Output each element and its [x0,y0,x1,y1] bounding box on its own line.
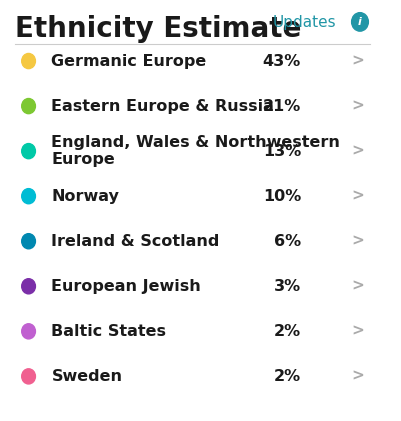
Text: 6%: 6% [274,234,301,249]
Circle shape [22,53,35,69]
Text: Ireland & Scotland: Ireland & Scotland [51,234,220,249]
Text: Baltic States: Baltic States [51,324,166,339]
Circle shape [22,279,35,294]
Text: 43%: 43% [263,53,301,69]
Circle shape [22,189,35,204]
Text: >: > [352,279,365,294]
Text: >: > [352,189,365,204]
Text: 3%: 3% [274,279,301,294]
Text: 13%: 13% [263,144,301,159]
Text: i: i [358,17,362,27]
Circle shape [22,324,35,339]
Text: >: > [352,53,365,69]
Circle shape [352,13,369,31]
Text: >: > [352,234,365,249]
Circle shape [22,144,35,159]
Text: 10%: 10% [263,189,301,204]
Text: Eastern Europe & Russia: Eastern Europe & Russia [51,99,274,114]
Text: >: > [352,99,365,114]
Text: 2%: 2% [274,324,301,339]
Text: >: > [352,324,365,339]
Text: >: > [352,369,365,384]
Text: Germanic Europe: Germanic Europe [51,53,207,69]
Circle shape [22,369,35,384]
Circle shape [22,234,35,249]
Text: Ethnicity Estimate: Ethnicity Estimate [15,15,302,43]
Text: Sweden: Sweden [51,369,122,384]
Text: Norway: Norway [51,189,119,204]
Circle shape [22,99,35,114]
Text: 2%: 2% [274,369,301,384]
Text: Updates: Updates [272,15,336,30]
Text: England, Wales & Northwestern
Europe: England, Wales & Northwestern Europe [51,135,340,167]
Text: >: > [352,144,365,159]
Text: 21%: 21% [263,99,301,114]
Text: European Jewish: European Jewish [51,279,201,294]
